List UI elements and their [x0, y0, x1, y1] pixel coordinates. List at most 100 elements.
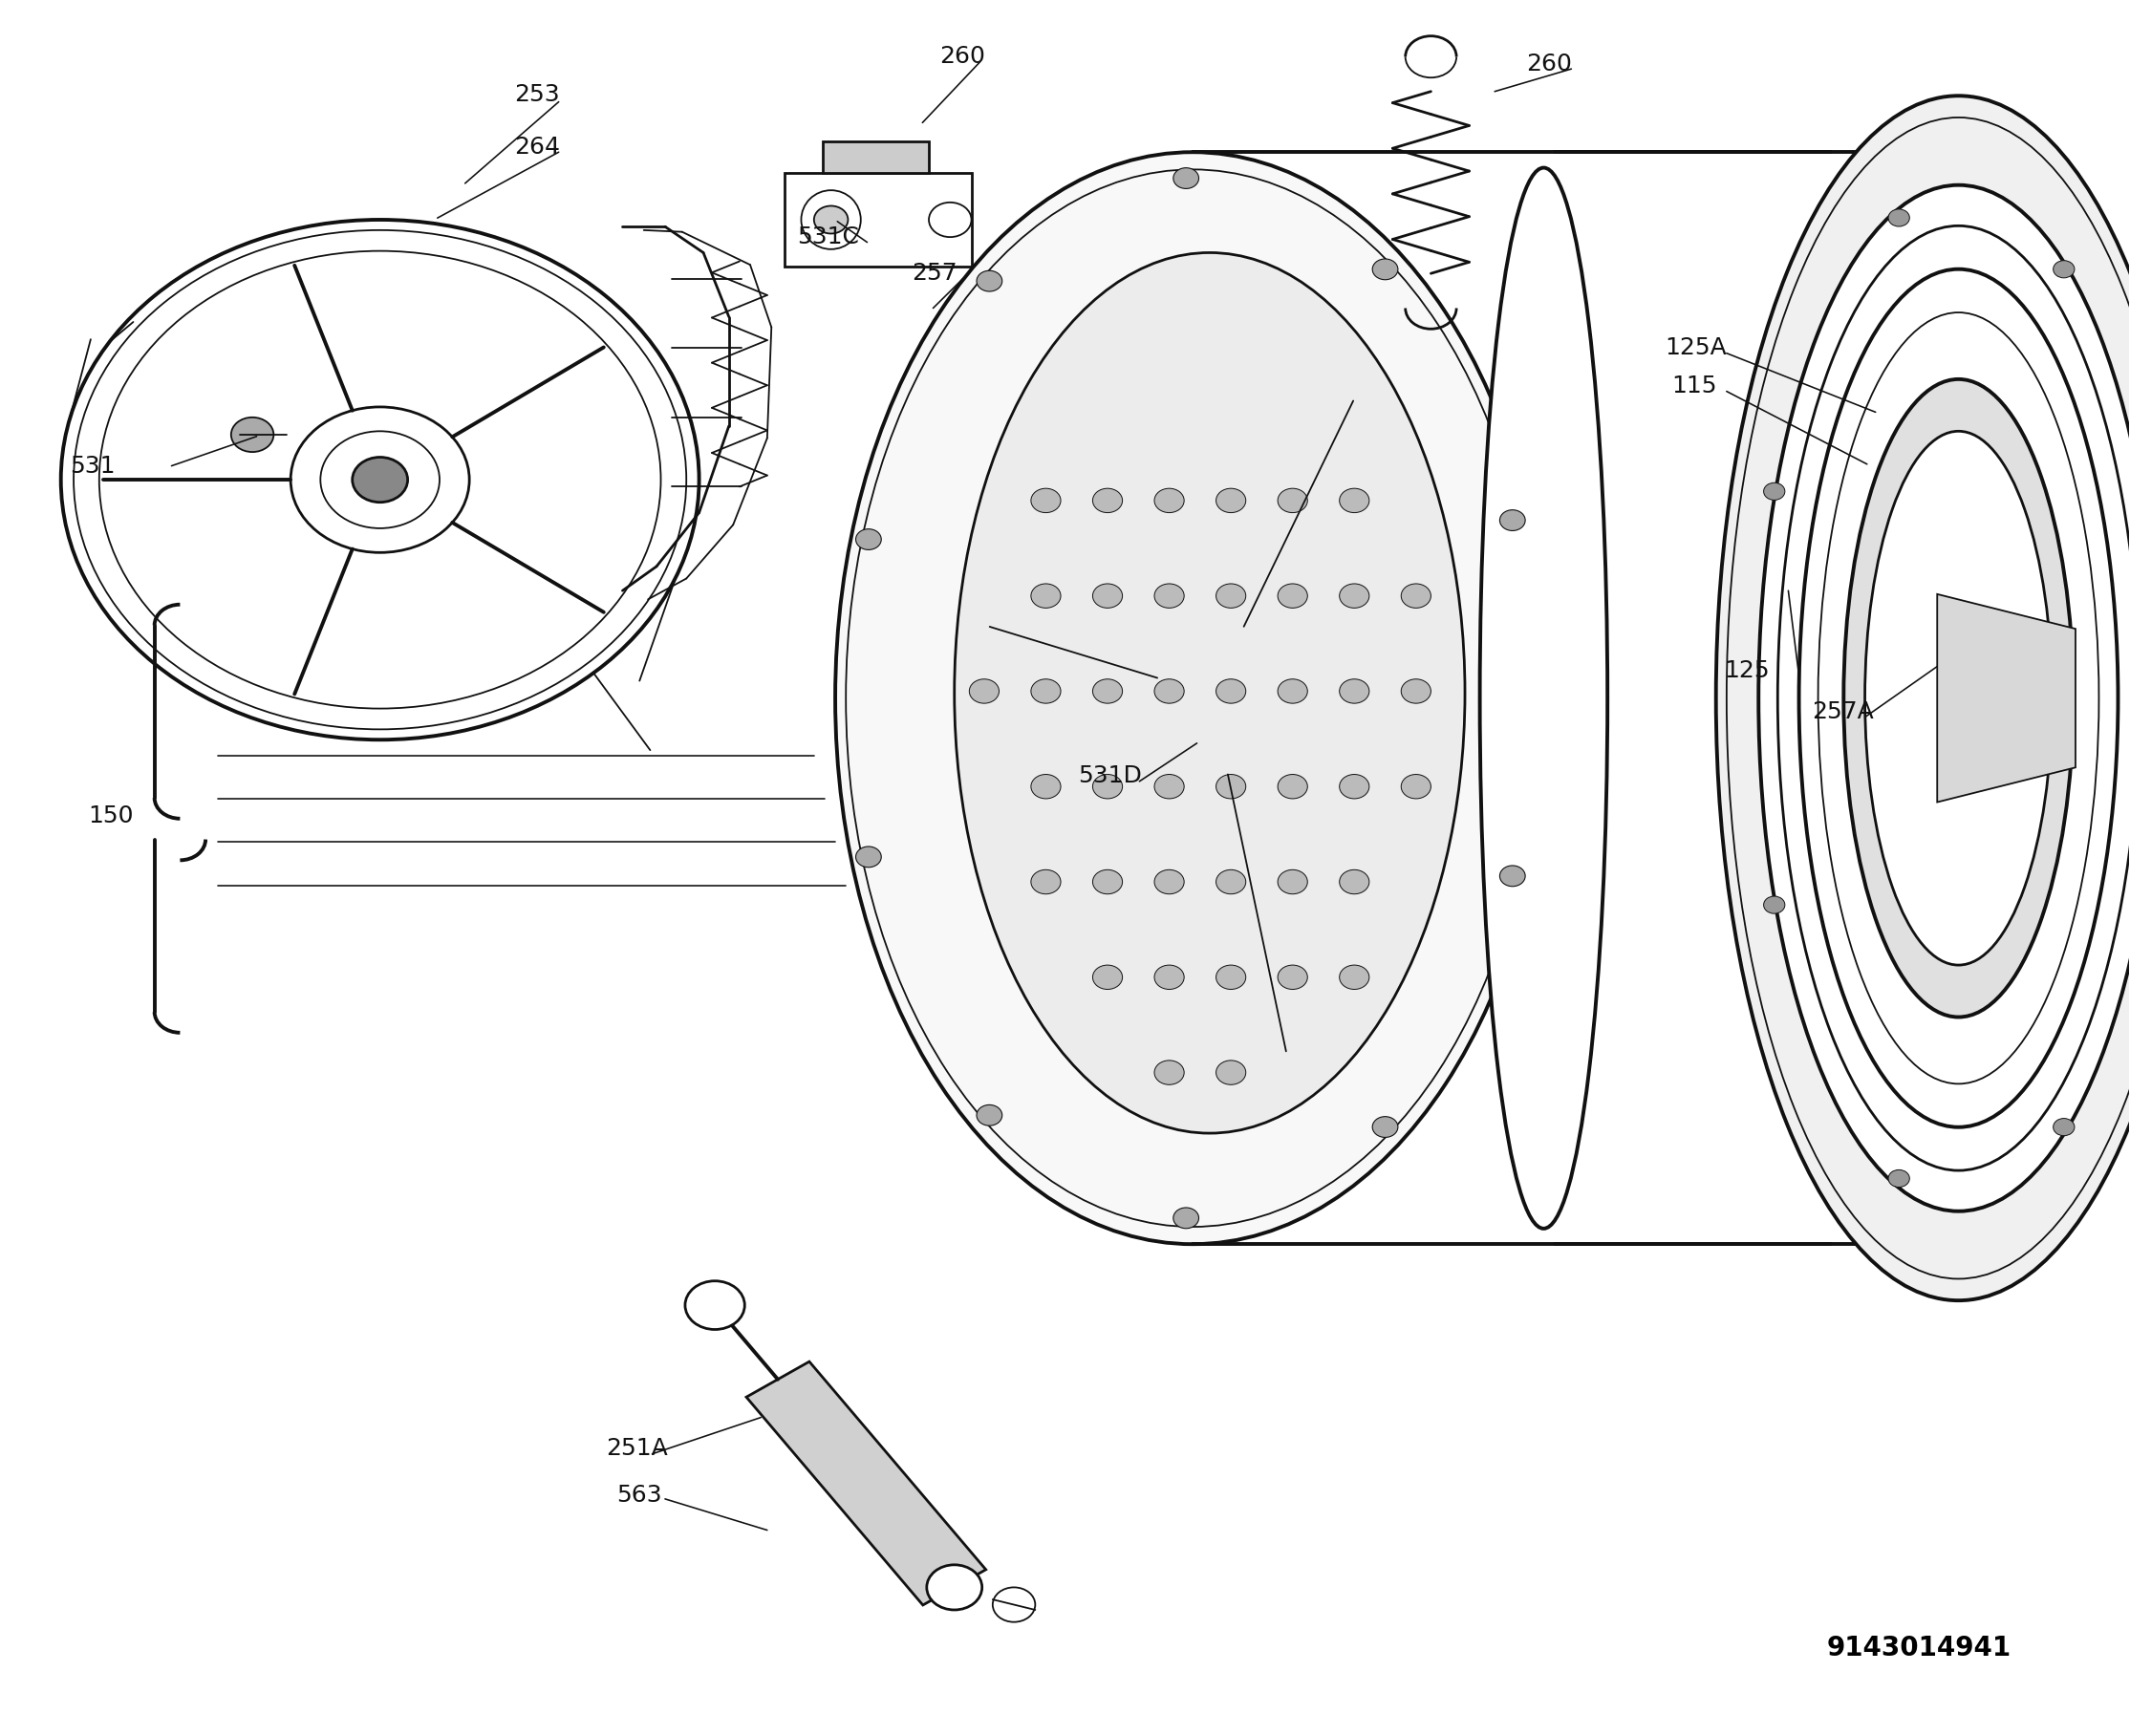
- Circle shape: [1174, 168, 1199, 189]
- Circle shape: [1154, 583, 1184, 608]
- Circle shape: [320, 431, 439, 528]
- Circle shape: [1216, 679, 1246, 703]
- Circle shape: [1764, 896, 1785, 913]
- Text: 531C: 531C: [797, 226, 858, 248]
- Circle shape: [1093, 488, 1123, 512]
- Circle shape: [351, 457, 407, 502]
- Text: 150: 150: [89, 804, 134, 828]
- Text: 125A: 125A: [1666, 337, 1727, 359]
- Circle shape: [1093, 965, 1123, 990]
- Circle shape: [62, 220, 699, 740]
- Circle shape: [1216, 774, 1246, 799]
- Circle shape: [1372, 1116, 1397, 1137]
- Circle shape: [856, 529, 882, 550]
- Polygon shape: [746, 1361, 986, 1606]
- Circle shape: [1402, 583, 1431, 608]
- Circle shape: [1340, 965, 1370, 990]
- Circle shape: [1031, 774, 1061, 799]
- Text: 253: 253: [513, 83, 560, 106]
- Circle shape: [290, 406, 469, 552]
- Text: 257A: 257A: [1813, 701, 1874, 724]
- Circle shape: [1216, 965, 1246, 990]
- Text: 531D: 531D: [1078, 764, 1142, 788]
- Circle shape: [1278, 870, 1308, 894]
- Circle shape: [686, 1281, 746, 1330]
- Circle shape: [1154, 679, 1184, 703]
- Circle shape: [814, 207, 848, 234]
- Circle shape: [1216, 1061, 1246, 1085]
- Circle shape: [1154, 1061, 1184, 1085]
- Circle shape: [1340, 488, 1370, 512]
- Ellipse shape: [1717, 95, 2130, 1300]
- Circle shape: [2053, 1118, 2075, 1135]
- Circle shape: [1278, 965, 1308, 990]
- Polygon shape: [1936, 594, 2075, 802]
- Circle shape: [1031, 679, 1061, 703]
- Ellipse shape: [801, 191, 861, 250]
- Circle shape: [1340, 870, 1370, 894]
- Ellipse shape: [835, 153, 1551, 1245]
- Circle shape: [1340, 583, 1370, 608]
- Circle shape: [856, 847, 882, 868]
- Circle shape: [1402, 679, 1431, 703]
- Ellipse shape: [1727, 118, 2130, 1279]
- Circle shape: [1500, 866, 1525, 887]
- Circle shape: [978, 271, 1001, 292]
- Circle shape: [1889, 208, 1911, 226]
- Circle shape: [1216, 488, 1246, 512]
- Text: 260: 260: [1527, 52, 1572, 75]
- Circle shape: [993, 1587, 1035, 1621]
- Circle shape: [1402, 774, 1431, 799]
- Circle shape: [1031, 583, 1061, 608]
- Circle shape: [1031, 870, 1061, 894]
- Text: 264: 264: [513, 135, 560, 158]
- Text: 9143014941: 9143014941: [1828, 1635, 2011, 1661]
- Circle shape: [230, 417, 273, 451]
- Text: 125: 125: [1725, 660, 1770, 682]
- Circle shape: [1372, 259, 1397, 279]
- Ellipse shape: [1759, 186, 2130, 1212]
- Circle shape: [1154, 774, 1184, 799]
- Circle shape: [1154, 488, 1184, 512]
- Circle shape: [1093, 583, 1123, 608]
- Circle shape: [1500, 510, 1525, 531]
- FancyBboxPatch shape: [784, 174, 971, 267]
- Circle shape: [1154, 965, 1184, 990]
- Circle shape: [927, 1564, 982, 1609]
- Circle shape: [1154, 870, 1184, 894]
- Ellipse shape: [1819, 312, 2098, 1083]
- Circle shape: [969, 679, 999, 703]
- Circle shape: [1174, 1208, 1199, 1229]
- Circle shape: [929, 203, 971, 238]
- Circle shape: [1340, 679, 1370, 703]
- Circle shape: [1278, 583, 1308, 608]
- Text: 251A: 251A: [605, 1437, 667, 1460]
- Circle shape: [978, 1104, 1001, 1125]
- Circle shape: [75, 231, 686, 729]
- Ellipse shape: [846, 170, 1540, 1227]
- Text: 531: 531: [70, 455, 115, 477]
- Text: 257: 257: [912, 262, 956, 285]
- Ellipse shape: [954, 253, 1465, 1134]
- Ellipse shape: [1845, 378, 2072, 1017]
- Circle shape: [1278, 679, 1308, 703]
- Circle shape: [1031, 488, 1061, 512]
- Ellipse shape: [1480, 168, 1608, 1229]
- FancyBboxPatch shape: [822, 142, 929, 174]
- Circle shape: [1278, 774, 1308, 799]
- Text: 260: 260: [939, 45, 986, 68]
- Circle shape: [1093, 679, 1123, 703]
- Circle shape: [1093, 774, 1123, 799]
- Circle shape: [1093, 870, 1123, 894]
- Ellipse shape: [1866, 431, 2051, 965]
- Circle shape: [1216, 583, 1246, 608]
- Circle shape: [1889, 1170, 1911, 1187]
- Circle shape: [1764, 483, 1785, 500]
- Circle shape: [1340, 774, 1370, 799]
- Circle shape: [1216, 870, 1246, 894]
- Circle shape: [100, 252, 660, 708]
- Text: 115: 115: [1672, 375, 1717, 398]
- Ellipse shape: [1800, 269, 2117, 1127]
- Circle shape: [2053, 260, 2075, 278]
- Ellipse shape: [1779, 226, 2130, 1170]
